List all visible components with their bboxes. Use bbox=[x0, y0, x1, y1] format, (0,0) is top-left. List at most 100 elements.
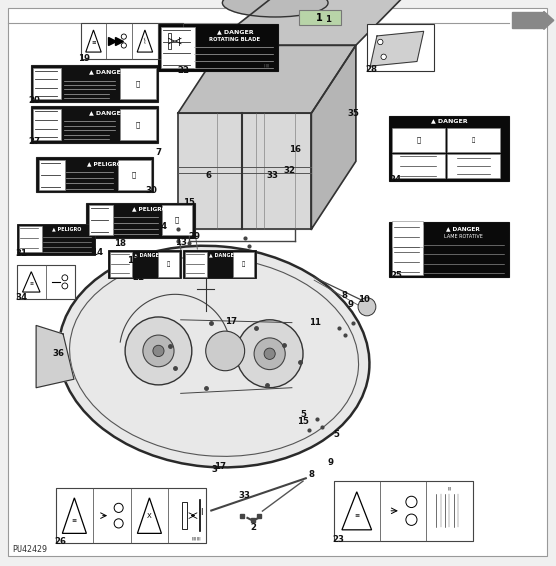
Text: 9: 9 bbox=[348, 300, 353, 309]
Text: 10: 10 bbox=[358, 295, 370, 305]
Text: 9: 9 bbox=[328, 458, 334, 467]
Bar bbox=[232, 252, 254, 277]
Text: ROTATING BLADE: ROTATING BLADE bbox=[210, 37, 261, 42]
Text: 15: 15 bbox=[183, 198, 195, 207]
Text: |||||||: ||||||| bbox=[192, 537, 201, 541]
Bar bbox=[106, 23, 132, 59]
Text: 20: 20 bbox=[28, 96, 41, 105]
Bar bbox=[299, 10, 341, 25]
Text: |||||: ||||| bbox=[264, 63, 270, 67]
Polygon shape bbox=[370, 31, 424, 66]
Bar bbox=[185, 252, 207, 277]
Bar bbox=[56, 488, 93, 543]
Bar bbox=[89, 205, 113, 235]
Text: ▲ DANGER: ▲ DANGER bbox=[217, 29, 254, 34]
Bar bbox=[36, 157, 153, 192]
Polygon shape bbox=[311, 45, 356, 229]
Bar bbox=[39, 160, 64, 190]
Text: |||: ||| bbox=[448, 486, 451, 490]
Text: 1: 1 bbox=[316, 12, 323, 23]
Text: ≡: ≡ bbox=[72, 517, 77, 522]
Bar bbox=[120, 68, 156, 99]
Bar bbox=[86, 203, 195, 238]
Text: 8: 8 bbox=[342, 291, 348, 300]
Text: 13: 13 bbox=[175, 238, 187, 247]
Bar bbox=[334, 481, 473, 541]
Text: 36: 36 bbox=[52, 349, 64, 358]
Bar bbox=[19, 226, 42, 252]
Circle shape bbox=[125, 317, 192, 385]
Bar bbox=[108, 250, 181, 278]
Bar bbox=[389, 116, 509, 181]
Text: 22: 22 bbox=[177, 66, 190, 75]
Bar bbox=[161, 27, 195, 68]
Polygon shape bbox=[178, 113, 311, 229]
Bar bbox=[158, 24, 278, 71]
Text: 33: 33 bbox=[239, 491, 251, 500]
Text: 5: 5 bbox=[300, 410, 306, 419]
Text: 35: 35 bbox=[347, 109, 359, 118]
Circle shape bbox=[378, 39, 383, 45]
Text: |: | bbox=[178, 37, 181, 45]
Text: 28: 28 bbox=[365, 65, 378, 74]
Bar bbox=[162, 205, 192, 235]
Bar bbox=[93, 488, 131, 543]
Text: ≡: ≡ bbox=[91, 40, 96, 45]
Text: 19: 19 bbox=[78, 54, 91, 63]
Text: ▲ DANGER: ▲ DANGER bbox=[89, 110, 126, 115]
Text: 3: 3 bbox=[211, 465, 217, 474]
Text: 31: 31 bbox=[15, 248, 27, 258]
Text: ▲ DANGER: ▲ DANGER bbox=[134, 253, 162, 258]
Text: 8: 8 bbox=[309, 470, 314, 479]
Bar bbox=[132, 23, 158, 59]
Circle shape bbox=[236, 320, 303, 388]
Bar bbox=[392, 127, 445, 152]
Ellipse shape bbox=[222, 0, 328, 17]
Text: 1: 1 bbox=[325, 15, 331, 24]
Circle shape bbox=[143, 335, 174, 367]
Bar bbox=[167, 33, 171, 49]
Text: ≡: ≡ bbox=[354, 512, 359, 517]
Bar bbox=[17, 265, 46, 299]
Ellipse shape bbox=[59, 246, 369, 468]
Text: ▲ DANGER: ▲ DANGER bbox=[446, 226, 480, 231]
Bar bbox=[183, 250, 256, 278]
Text: 27: 27 bbox=[28, 137, 41, 146]
Text: 2: 2 bbox=[250, 523, 256, 532]
Text: 24: 24 bbox=[390, 175, 402, 184]
Bar bbox=[392, 153, 445, 178]
Text: 12: 12 bbox=[127, 256, 140, 265]
Text: 🏃: 🏃 bbox=[471, 137, 475, 143]
Bar bbox=[426, 481, 473, 541]
Bar bbox=[31, 65, 158, 102]
Bar bbox=[447, 153, 499, 178]
Polygon shape bbox=[544, 11, 554, 29]
Bar bbox=[17, 265, 75, 299]
Bar bbox=[33, 68, 62, 99]
Text: 16: 16 bbox=[289, 145, 301, 155]
Bar bbox=[168, 488, 206, 543]
Circle shape bbox=[264, 348, 275, 359]
Bar bbox=[131, 488, 168, 543]
Text: I: I bbox=[200, 508, 202, 517]
Text: 🏃: 🏃 bbox=[167, 261, 170, 267]
Text: 7: 7 bbox=[155, 148, 162, 157]
Text: 🏃: 🏃 bbox=[132, 171, 136, 178]
Text: 17: 17 bbox=[225, 317, 237, 326]
Text: 26: 26 bbox=[54, 537, 66, 546]
Bar bbox=[392, 225, 423, 275]
Bar bbox=[110, 252, 132, 277]
Text: ≡: ≡ bbox=[29, 281, 33, 286]
Text: ▲ DANGER: ▲ DANGER bbox=[431, 119, 467, 124]
Text: 32: 32 bbox=[283, 166, 295, 175]
Circle shape bbox=[153, 345, 164, 357]
Bar bbox=[118, 160, 151, 190]
Text: 25: 25 bbox=[390, 271, 402, 280]
Bar bbox=[46, 265, 75, 299]
Text: 17: 17 bbox=[214, 462, 226, 471]
Text: ▲ PELIGRO: ▲ PELIGRO bbox=[52, 226, 81, 231]
Text: 🏃: 🏃 bbox=[416, 136, 420, 143]
Text: ▲ PELIGRO: ▲ PELIGRO bbox=[87, 161, 121, 166]
Circle shape bbox=[206, 331, 245, 371]
Bar bbox=[392, 221, 423, 247]
